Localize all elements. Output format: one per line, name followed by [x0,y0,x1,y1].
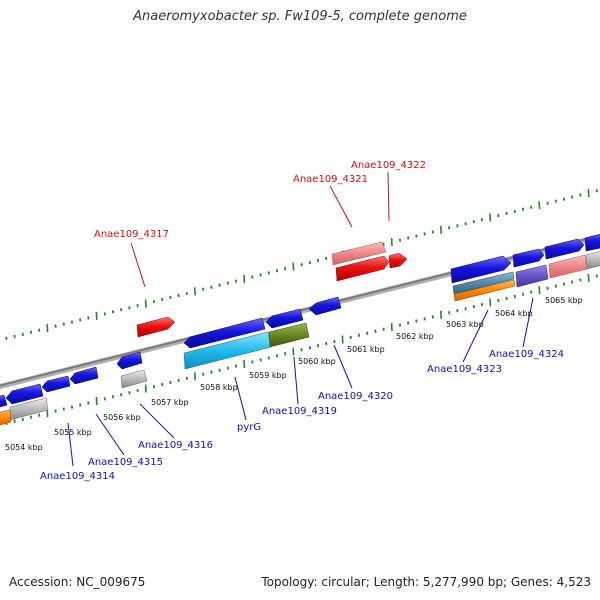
forward-gene-labels: Anae109_4317 Anae109_4321 Anae109_4322 [94,160,426,240]
label-Anae109_4315[interactable]: Anae109_4315 [88,457,163,468]
kbp-label: 5062 kbp [396,332,434,341]
gene-blue-forward[interactable] [512,248,545,268]
gene-Anae109_4317[interactable] [136,316,176,338]
gene-orange-reverse[interactable] [453,279,516,302]
label-pyrG[interactable]: pyrG [237,422,261,433]
gene-Anae109_4319[interactable] [268,322,310,348]
label-Anae109_4316[interactable]: Anae109_4316 [138,440,213,451]
gene-pink-upper-4321[interactable] [331,241,387,266]
gene-blue-reverse[interactable] [183,317,266,349]
label-Anae109_4314[interactable]: Anae109_4314 [40,471,115,482]
kbp-label: 5059 kbp [249,371,287,380]
accession-text: Accession: NC_009675 [9,575,146,589]
forward-tick-track [5,188,598,341]
gene-blue-forward[interactable] [584,233,600,252]
gene-blue-forward[interactable] [450,255,512,284]
label-leader-lines [67,171,534,467]
label-Anae109_4317[interactable]: Anae109_4317 [94,229,169,240]
gene-Anae109_4322[interactable] [388,252,408,269]
gene-blue-reverse[interactable] [308,296,342,316]
gene-blue-forward[interactable] [544,238,585,260]
gene-Anae109_4323[interactable] [452,271,515,295]
map-title: Anaeromyxobacter sp. Fw109-5, complete g… [133,9,467,24]
label-Anae109_4320[interactable]: Anae109_4320 [318,391,393,402]
reverse-gene-labels: Anae109_4314 Anae109_4315 Anae109_4316 p… [40,349,564,482]
kbp-label: 5057 kbp [151,398,189,407]
kbp-label: 5061 kbp [347,345,385,354]
gene-Anae109_4324[interactable] [515,264,549,288]
gene-Anae109_4314[interactable] [5,383,44,405]
label-Anae109_4324[interactable]: Anae109_4324 [489,349,564,360]
gene-orange-reverse[interactable] [0,409,12,426]
label-Anae109_4319[interactable]: Anae109_4319 [262,406,337,417]
gene-blue-reverse[interactable] [0,394,8,408]
gene-Anae109_4316[interactable] [69,366,99,385]
forward-genes [136,233,600,338]
label-Anae109_4321[interactable]: Anae109_4321 [293,174,368,185]
reverse-tick-track [5,273,598,426]
kbp-label: 5060 kbp [298,357,336,366]
kbp-label: 5063 kbp [446,320,484,329]
kbp-label: 5055 kbp [54,428,92,437]
gene-Anae109_4321[interactable] [335,255,390,282]
kbp-label: 5065 kbp [545,296,583,305]
kbp-tick-labels: 5054 kbp 5055 kbp 5056 kbp 5057 kbp 5058… [5,296,583,452]
reverse-genes [0,250,600,426]
label-Anae109_4322[interactable]: Anae109_4322 [351,160,426,171]
gene-Anae109_4315[interactable] [41,375,71,393]
gene-blue-reverse[interactable] [116,351,143,370]
gene-blue-reverse[interactable] [265,308,304,329]
topology-text: Topology: circular; Length: 5,277,990 bp… [261,575,591,589]
kbp-label: 5054 kbp [5,443,43,452]
kbp-label: 5056 kbp [103,413,141,422]
kbp-label: 5058 kbp [200,383,238,392]
kbp-label: 5064 kbp [495,309,533,318]
gene-pink-reverse[interactable] [548,254,588,279]
gene-gray-reverse[interactable] [585,250,600,270]
gene-gray-reverse[interactable] [120,369,148,389]
label-Anae109_4323[interactable]: Anae109_4323 [427,364,502,375]
